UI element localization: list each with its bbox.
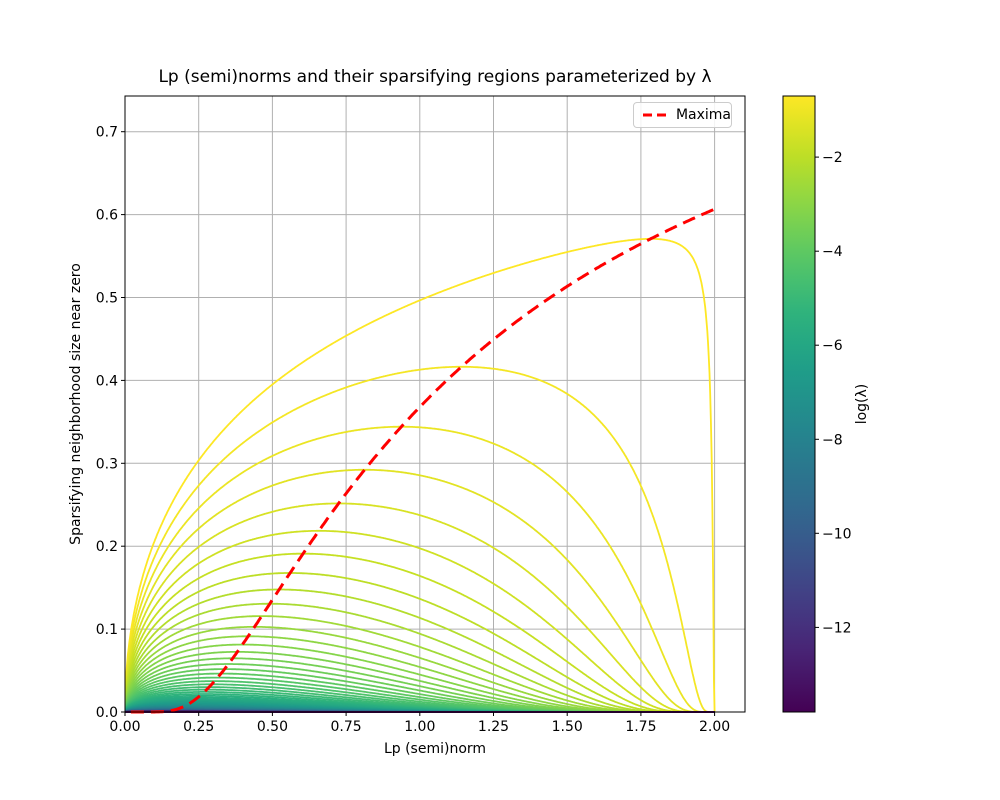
lp-curve	[124, 237, 716, 713]
lp-curve	[124, 529, 715, 713]
lp-curve	[124, 425, 715, 713]
y-tick-label: 0.6	[96, 208, 118, 224]
colorbar-tick-label: −12	[822, 620, 852, 636]
colorbar-tick-label: −2	[822, 150, 843, 166]
y-tick-label: 0.1	[96, 622, 118, 638]
colorbar-tick-label: −10	[822, 526, 852, 542]
lp-curve	[124, 602, 715, 713]
colorbar-label: log(λ)	[854, 383, 870, 425]
colorbar-gradient	[782, 95, 816, 713]
x-axis-label: Lp (semi)norm	[383, 741, 487, 757]
x-tick-label: 2.00	[699, 719, 730, 735]
axis-ticks: 0.00 0.25 0.50 0.75 1.00 1.25 1.50 1.75 2.00 0.0 0…	[96, 125, 852, 735]
y-tick-label: 0.0	[96, 705, 118, 721]
lp-curve	[124, 468, 715, 713]
lp-curve	[124, 502, 715, 713]
y-tick-label: 0.3	[96, 456, 118, 472]
chart-title: Lp (semi)norms and their sparsifying reg…	[158, 67, 712, 87]
maxima-line	[130, 207, 716, 714]
lp-curve	[124, 365, 715, 713]
legend-maxima-label: Maxima	[675, 107, 731, 123]
lp-curve	[124, 588, 715, 713]
lp-curve	[124, 552, 715, 713]
axes-spines	[124, 95, 746, 713]
x-tick-label: 1.00	[404, 719, 435, 735]
x-tick-label: 0.25	[183, 719, 214, 735]
colorbar-tick-label: −8	[822, 432, 843, 448]
grid	[124, 96, 745, 712]
legend: Maxima	[633, 102, 732, 128]
y-axis-label: Sparsifying neighborhood size near zero	[68, 263, 84, 545]
y-tick-label: 0.2	[96, 539, 118, 555]
legend-maxima-line-icon	[643, 113, 669, 117]
y-tick-label: 0.5	[96, 291, 118, 307]
colorbar-tick-label: −6	[822, 338, 843, 354]
colorbar-tick-label: −4	[822, 244, 843, 260]
x-tick-label: 1.75	[625, 719, 656, 735]
x-tick-label: 0.75	[331, 719, 362, 735]
lp-curve	[124, 572, 715, 713]
x-tick-label: 0.00	[109, 719, 140, 735]
y-tick-label: 0.7	[96, 125, 118, 141]
x-tick-label: 0.50	[257, 719, 288, 735]
x-tick-label: 1.25	[478, 719, 509, 735]
y-tick-label: 0.4	[96, 373, 118, 389]
x-tick-label: 1.50	[552, 719, 583, 735]
